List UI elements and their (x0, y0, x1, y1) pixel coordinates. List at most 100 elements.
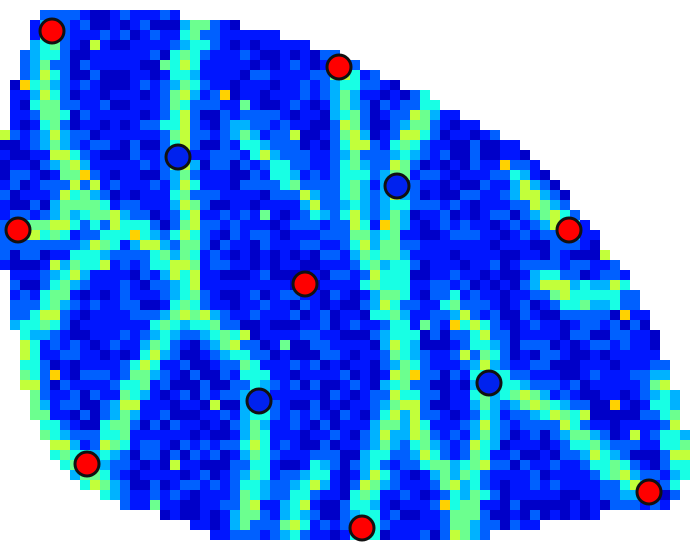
heatmap-cell (520, 190, 530, 200)
heatmap-cell (210, 280, 220, 290)
heatmap-cell (270, 200, 280, 210)
heatmap-cell (220, 530, 230, 540)
heatmap-cell (350, 180, 360, 190)
heatmap-cell (300, 480, 310, 490)
heatmap-cell (560, 310, 570, 320)
heatmap-cell (160, 500, 170, 510)
heatmap-cell (520, 420, 530, 430)
heatmap-cell (630, 500, 640, 510)
heatmap-cell (120, 410, 130, 420)
heatmap-cell (80, 150, 90, 160)
heatmap-cell (370, 500, 380, 510)
heatmap-cell (420, 220, 430, 230)
heatmap-cell (330, 510, 340, 520)
heatmap-cell (80, 410, 90, 420)
heatmap-cell (290, 160, 300, 170)
heatmap-cell (200, 380, 210, 390)
heatmap-cell (190, 80, 200, 90)
heatmap-cell (70, 200, 80, 210)
heatmap-cell (110, 260, 120, 270)
heatmap-cell (170, 70, 180, 80)
heatmap-cell (100, 450, 110, 460)
heatmap-cell (60, 180, 70, 190)
heatmap-cell (540, 170, 550, 180)
heatmap-cell (140, 50, 150, 60)
heatmap-cell (620, 420, 630, 430)
heatmap-cell (140, 330, 150, 340)
heatmap-cell (90, 470, 100, 480)
heatmap-cell (570, 400, 580, 410)
heatmap-cell (280, 220, 290, 230)
heatmap-cell (180, 70, 190, 80)
heatmap-cell (500, 140, 510, 150)
heatmap-cell (110, 60, 120, 70)
heatmap-cell (550, 350, 560, 360)
heatmap-cell (190, 310, 200, 320)
heatmap-cell (180, 120, 190, 130)
heatmap-cell (80, 80, 90, 90)
heatmap-cell (470, 190, 480, 200)
heatmap-cell (370, 140, 380, 150)
heatmap-cell (440, 230, 450, 240)
heatmap-cell (10, 280, 20, 290)
heatmap-cell (180, 320, 190, 330)
heatmap-cell (110, 80, 120, 90)
heatmap-cell (280, 140, 290, 150)
heatmap-cell (560, 370, 570, 380)
heatmap-cell (180, 480, 190, 490)
heatmap-cell (650, 390, 660, 400)
heatmap-cell (600, 450, 610, 460)
heatmap-cell (100, 200, 110, 210)
heatmap-cell (600, 480, 610, 490)
heatmap-cell (640, 360, 650, 370)
heatmap-cell (30, 50, 40, 60)
heatmap-cell (410, 390, 420, 400)
heatmap-cell (630, 440, 640, 450)
heatmap-cell (610, 370, 620, 380)
heatmap-cell (440, 530, 450, 540)
heatmap-cell (230, 420, 240, 430)
heatmap-cell (100, 40, 110, 50)
heatmap-cell (310, 50, 320, 60)
heatmap-cell (410, 520, 420, 530)
heatmap-cell (550, 440, 560, 450)
heatmap-cell (140, 90, 150, 100)
heatmap-cell (10, 310, 20, 320)
heatmap-cell (120, 30, 130, 40)
heatmap-cell (590, 390, 600, 400)
heatmap-cell (280, 430, 290, 440)
heatmap-cell (630, 330, 640, 340)
heatmap-cell (320, 390, 330, 400)
heatmap-cell (550, 260, 560, 270)
heatmap-cell (300, 490, 310, 500)
heatmap-cell (140, 290, 150, 300)
heatmap-cell (200, 30, 210, 40)
heatmap-cell (20, 140, 30, 150)
heatmap-cell (90, 430, 100, 440)
heatmap-cell (230, 430, 240, 440)
heatmap-cell (490, 280, 500, 290)
heatmap-cell (370, 370, 380, 380)
heatmap-cell (60, 370, 70, 380)
heatmap-cell (630, 300, 640, 310)
heatmap-cell (370, 90, 380, 100)
heatmap-cell (10, 80, 20, 90)
heatmap-cell (450, 230, 460, 240)
heatmap-cell (180, 190, 190, 200)
heatmap-cell (290, 180, 300, 190)
heatmap-cell (590, 380, 600, 390)
heatmap-cell (140, 180, 150, 190)
heatmap-cell (190, 130, 200, 140)
heatmap-cell (350, 450, 360, 460)
heatmap-cell (240, 160, 250, 170)
heatmap-cell (200, 120, 210, 130)
heatmap-cell (40, 270, 50, 280)
heatmap-cell (320, 200, 330, 210)
heatmap-cell (170, 500, 180, 510)
heatmap-cell (370, 270, 380, 280)
heatmap-cell (620, 270, 630, 280)
heatmap-cell (400, 510, 410, 520)
heatmap-cell (550, 240, 560, 250)
heatmap-cell (290, 80, 300, 90)
heatmap-cell (210, 190, 220, 200)
